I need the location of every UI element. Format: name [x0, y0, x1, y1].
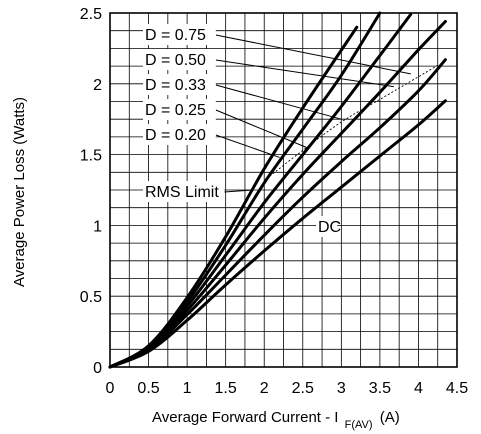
annotation-background	[143, 74, 216, 95]
annotation-label: RMS Limit	[145, 184, 219, 201]
series-line-d-0-20	[108, 58, 447, 369]
annotation-leader	[215, 59, 394, 88]
series-line-d-0-25	[108, 20, 447, 369]
annotation-leader	[215, 134, 280, 158]
series-line-dc	[108, 99, 447, 369]
x-tick-label: 2.5	[292, 380, 314, 397]
annotation-leader	[215, 109, 307, 148]
x-axis-label-unit: (A)	[380, 409, 400, 426]
x-tick-label: 0	[106, 380, 115, 397]
annotation-leader	[224, 189, 253, 193]
annotation-label: D = 0.25	[145, 102, 206, 119]
annotation-leader	[215, 84, 342, 120]
y-tick-labels: 0 0.5 1 1.5 2 2.5	[80, 6, 102, 377]
x-tick-labels: 0 0.5 1 1.5 2 2.5 3 3.5 4 4.5	[106, 380, 469, 397]
x-tick-label: 1.5	[215, 380, 237, 397]
annotation-leader	[215, 34, 411, 75]
y-tick-label: 1	[93, 218, 102, 235]
x-tick-label: 3.5	[369, 380, 391, 397]
annotation-background	[143, 181, 225, 202]
plot-frame	[109, 12, 458, 368]
x-tick-label: 4.5	[446, 380, 468, 397]
x-axis-label-main: Average Forward Current - I	[152, 409, 338, 426]
x-tick-label: 1	[183, 380, 192, 397]
annotation-background	[316, 216, 338, 237]
y-tick-label: 1.5	[80, 148, 102, 165]
annotation-background	[143, 124, 216, 145]
annotation-label: D = 0.20	[145, 127, 206, 144]
x-axis-label-subscript: F(AV)	[345, 419, 373, 431]
annotation-background	[143, 99, 216, 120]
y-tick-label: 0	[93, 360, 102, 377]
annotation-background	[143, 49, 216, 70]
y-tick-label: 0.5	[80, 289, 102, 306]
series-lines	[108, 11, 447, 369]
x-tick-label: 3	[337, 380, 346, 397]
rms-limit-line	[266, 65, 438, 180]
annotations: D = 0.75 D = 0.50 D = 0.33 D = 0.25 D = 0.20…	[143, 24, 411, 237]
y-tick-label: 2.5	[80, 6, 102, 23]
x-tick-label: 2	[260, 380, 269, 397]
y-axis-label: Average Power Loss (Watts)	[11, 97, 28, 287]
annotation-label: D = 0.33	[145, 77, 206, 94]
annotation-label: DC	[318, 219, 341, 236]
y-tick-label: 2	[93, 77, 102, 94]
annotation-background	[143, 24, 216, 45]
annotation-label: D = 0.75	[145, 27, 206, 44]
x-tick-label: 4	[414, 380, 423, 397]
x-axis-label: Average Forward Current - I F(AV) (A)	[152, 409, 400, 432]
annotation-label: D = 0.50	[145, 52, 206, 69]
x-tick-label: 0.5	[137, 380, 159, 397]
